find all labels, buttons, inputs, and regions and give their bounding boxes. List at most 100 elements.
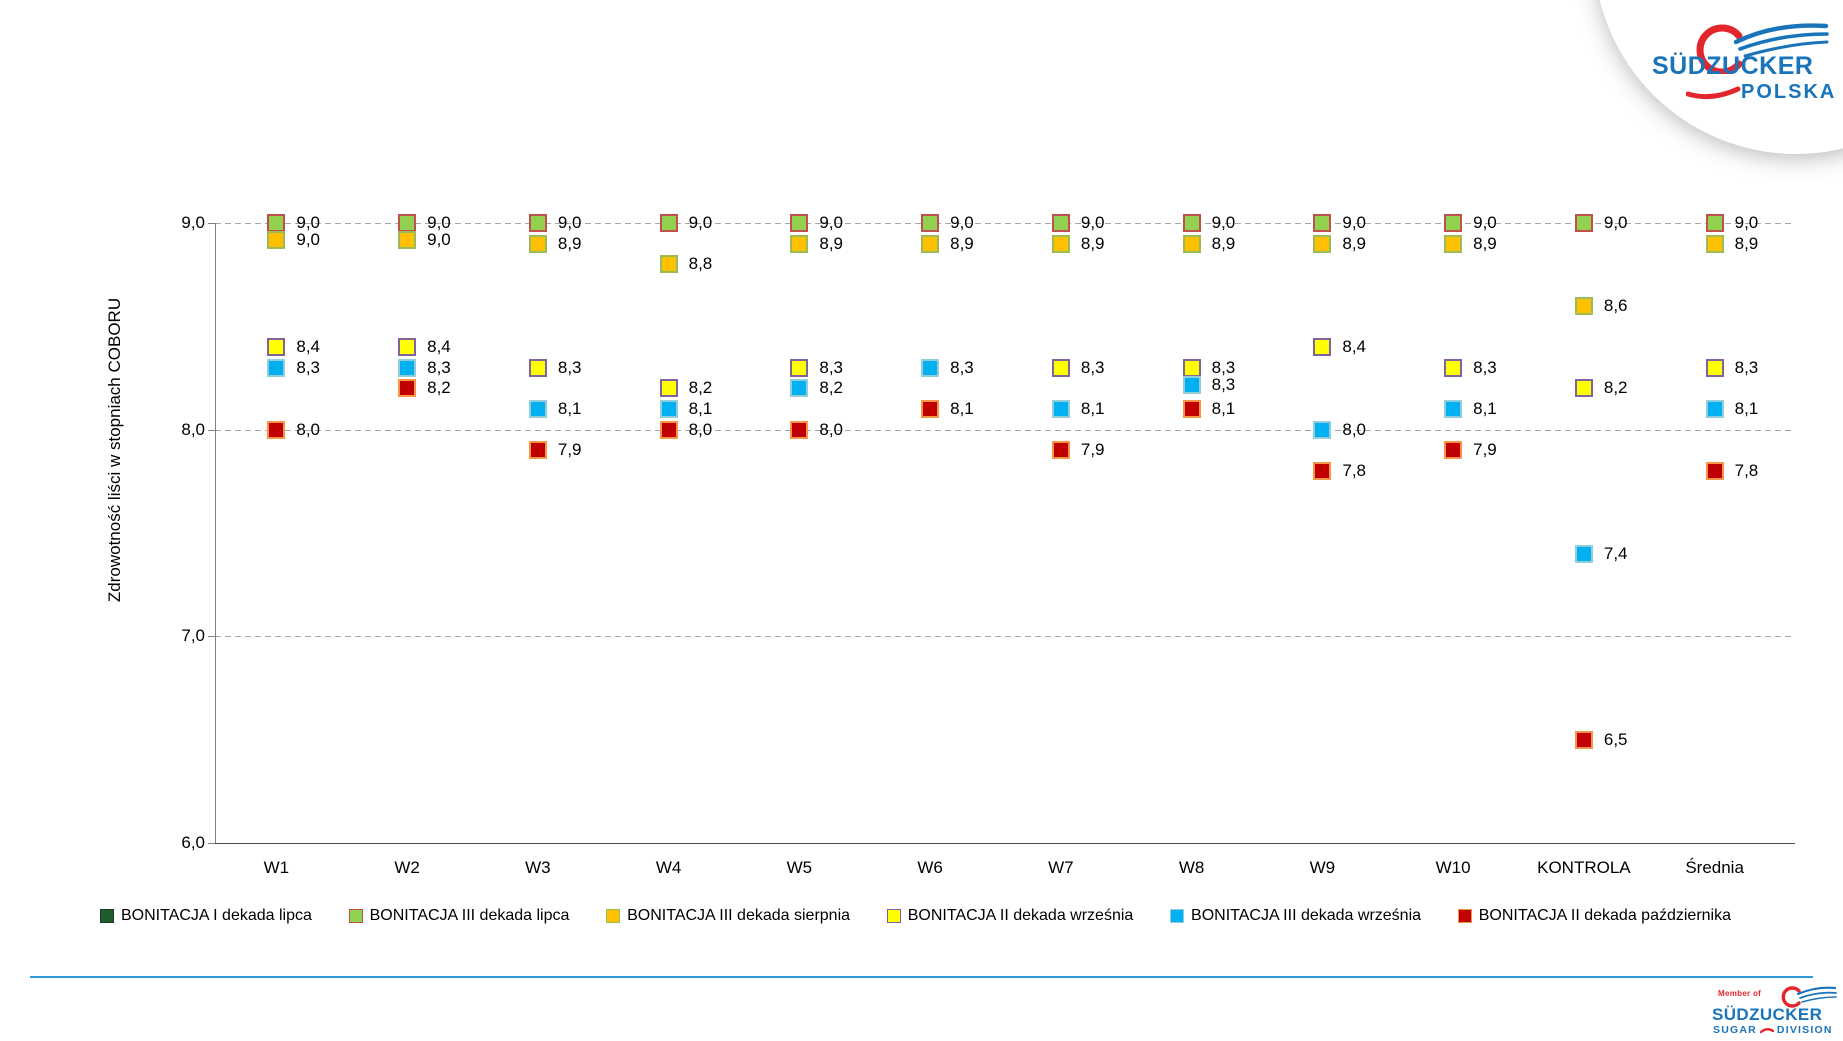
data-point-label: 8,3: [557, 357, 582, 377]
data-point-label: 8,3: [1473, 357, 1497, 377]
x-category-label: W8: [1178, 858, 1205, 877]
data-point-marker: [1313, 234, 1332, 253]
data-point-marker: [1574, 214, 1593, 232]
data-point-marker: [1705, 462, 1724, 480]
data-point-label: 8,9: [819, 233, 844, 253]
data-point-marker: [398, 214, 417, 232]
legend-swatch: [348, 909, 363, 923]
legend-swatch: [1170, 909, 1185, 923]
legend-item-label: BONITACJA III dekada lipca: [369, 907, 570, 924]
legend-swatch: [606, 909, 621, 923]
data-point-label: 9,0: [950, 213, 974, 232]
y-axis-tick: [208, 429, 215, 431]
data-point-label: 6,5: [1603, 729, 1628, 749]
data-point-marker: [1444, 358, 1463, 377]
data-point-label: 8,0: [1342, 419, 1367, 439]
data-point-marker: [1444, 441, 1463, 460]
data-point-marker: [267, 338, 286, 356]
y-gridline: [215, 223, 1795, 224]
data-point-label: 7,9: [557, 440, 582, 460]
data-point-marker: [267, 231, 286, 249]
x-category-label: W10: [1435, 858, 1471, 877]
data-point-marker: [398, 338, 417, 356]
data-point-marker: [1182, 234, 1201, 253]
data-point-label: 8,3: [427, 357, 451, 377]
data-point-marker: [398, 231, 417, 249]
y-axis-tick: [208, 636, 215, 638]
chart-legend: BONITACJA I dekada lipca BONITACJA III de…: [100, 903, 1731, 929]
data-point-label: 8,2: [819, 378, 844, 398]
y-gridline: [215, 636, 1795, 638]
legend-item-label: BONITACJA II dekada października: [1478, 907, 1731, 924]
data-point-label: 8,0: [819, 419, 844, 439]
data-point-label: 8,2: [427, 378, 451, 398]
y-tick-label: 7,0: [181, 626, 205, 646]
y-axis-tick: [208, 223, 215, 224]
footer-logo: Member of SÜDZUCKER SUGAR DIVISION: [1712, 986, 1840, 1038]
data-point-label: 8,9: [1080, 233, 1105, 253]
x-category-label: W7: [1048, 858, 1074, 877]
data-point-label: 8,9: [1342, 233, 1367, 253]
data-point-label: 8,1: [950, 399, 974, 418]
footer-member-of-label: Member of: [1718, 989, 1762, 998]
legend-item: BONITACJA III dekada lipca: [348, 907, 570, 925]
data-point-label: 8,1: [1734, 399, 1759, 418]
legend-item-label: BONITACJA III dekada sierpnia: [627, 907, 851, 924]
x-axis-line: [215, 843, 1795, 844]
data-point-marker: [1313, 420, 1332, 439]
footer-division-right: DIVISION: [1776, 1024, 1833, 1036]
data-point-marker: [1705, 214, 1724, 232]
data-point-marker: [1705, 400, 1724, 418]
data-point-marker: [1182, 375, 1201, 394]
footer-divider-line: [30, 976, 1813, 978]
data-point-label: 9,0: [296, 230, 321, 249]
data-point-marker: [659, 420, 678, 439]
y-tick-label: 9,0: [181, 213, 205, 232]
legend-item-label: BONITACJA III dekada września: [1191, 907, 1422, 924]
data-point-label: 8,0: [688, 419, 713, 439]
legend-item-label: BONITACJA I dekada lipca: [121, 907, 312, 924]
y-gridline: [215, 429, 1795, 431]
data-point-marker: [1444, 400, 1463, 418]
data-point-marker: [1705, 358, 1724, 377]
y-axis-title: Zdrowotność liści w stopniach COBORU: [105, 297, 124, 603]
data-point-label: 9,0: [427, 230, 451, 249]
legend-item-label: BONITACJA II dekada września: [907, 907, 1134, 924]
data-point-label: 7,9: [1473, 440, 1497, 460]
data-point-marker: [1574, 379, 1593, 398]
data-point-marker: [267, 214, 286, 232]
footer-division-swoosh-icon: [1759, 1028, 1774, 1034]
data-point-label: 8,4: [1342, 337, 1367, 356]
data-point-label: 9,0: [1473, 213, 1497, 232]
legend-swatch: [1457, 909, 1472, 923]
data-point-marker: [921, 358, 940, 377]
data-point-label: 9,0: [1734, 213, 1759, 232]
x-category-label: W9: [1309, 858, 1336, 877]
legend-swatch: [886, 909, 901, 923]
y-tick-label: 6,0: [181, 833, 205, 852]
data-point-marker: [528, 400, 547, 418]
data-point-marker: [528, 441, 547, 460]
data-point-marker: [659, 400, 678, 418]
data-point-marker: [921, 400, 940, 418]
y-axis-tick: [208, 843, 215, 844]
data-point-marker: [398, 358, 417, 377]
data-point-label: 7,8: [1342, 461, 1367, 480]
x-category-label: W6: [917, 858, 943, 877]
data-point-label: 9,0: [1603, 213, 1628, 232]
data-point-marker: [267, 358, 286, 377]
data-point-label: 8,1: [1473, 399, 1497, 418]
data-point-label: 8,8: [688, 254, 713, 274]
data-point-marker: [1182, 214, 1201, 232]
data-point-label: 8,3: [296, 357, 321, 377]
data-point-label: 9,0: [1080, 213, 1105, 232]
sudzucker-swoosh-icon: [1696, 23, 1829, 74]
data-point-marker: [659, 379, 678, 398]
data-point-label: 8,4: [427, 337, 451, 356]
data-point-marker: [921, 234, 940, 253]
data-point-marker: [659, 255, 678, 274]
data-point-label: 7,9: [1080, 440, 1105, 460]
x-category-label: Średnia: [1685, 858, 1744, 877]
legend-item: BONITACJA II dekada września: [886, 907, 1134, 925]
